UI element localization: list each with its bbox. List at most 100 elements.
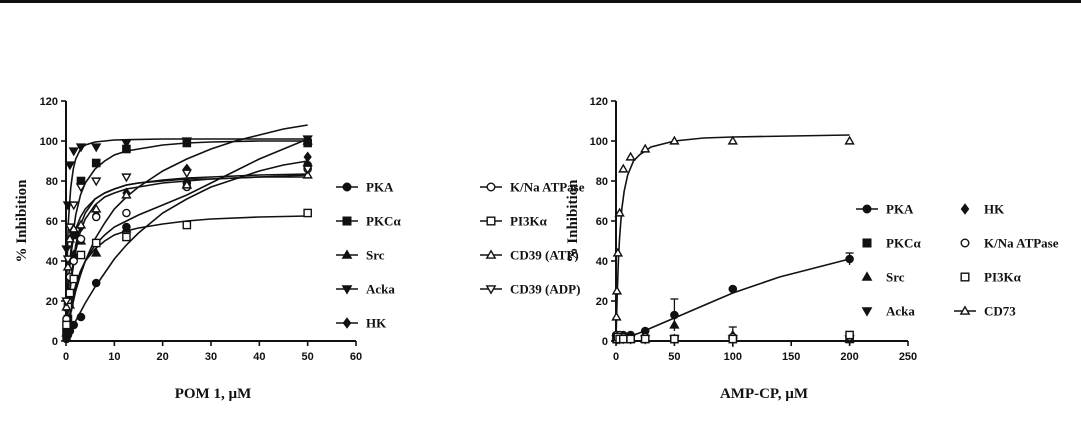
data-point: [625, 151, 636, 161]
data-point: [302, 169, 313, 179]
data-point: [611, 311, 622, 321]
legend-marker: [341, 285, 353, 295]
x-tick-label: 200: [840, 351, 858, 363]
data-point: [181, 169, 193, 179]
legend-label-pkc: PKCα: [886, 236, 921, 251]
legend-label-hk: HK: [366, 316, 387, 331]
series-pi3k: [612, 330, 854, 344]
data-point: [91, 177, 102, 187]
data-point: [64, 161, 76, 171]
legend: PKA PKCα Src Acka HK K/Na ATPase PI3Kα CD39 (AT…: [336, 180, 585, 331]
y-tick-label: 0: [52, 336, 58, 348]
legend-label-pka: PKA: [886, 202, 914, 217]
data-point: [76, 312, 86, 322]
fit-curve-pka: [65, 160, 308, 342]
x-tick-label: 250: [899, 351, 917, 363]
y-tick-label: 80: [46, 176, 58, 188]
data-point: [728, 284, 738, 294]
data-point: [91, 247, 102, 257]
data-point: [845, 254, 854, 264]
data-point: [121, 173, 132, 183]
data-point: [181, 137, 193, 147]
y-tick-label: 120: [590, 96, 608, 108]
data-point: [612, 247, 624, 257]
data-point: [182, 220, 192, 230]
legend-label-k-na-atpase: K/Na ATPase: [984, 236, 1059, 251]
y-tick-label: 40: [46, 256, 58, 268]
y-axis-label: % Inhibition: [565, 179, 581, 263]
legend-label-hk: HK: [984, 202, 1005, 217]
data-point: [626, 334, 635, 344]
data-point: [727, 135, 738, 145]
data-point: [91, 158, 101, 168]
data-point: [62, 261, 74, 271]
data-point: [64, 223, 76, 233]
y-tick-label: 80: [596, 176, 608, 188]
fit-curve-pi3k: [65, 215, 308, 342]
y-tick-label: 20: [46, 296, 58, 308]
fit-curve-k-na-atpase: [65, 174, 308, 342]
data-point: [61, 301, 72, 311]
x-tick-label: 50: [302, 351, 314, 363]
legend-marker: [861, 307, 873, 317]
legend-marker: [342, 317, 352, 329]
data-point: [669, 135, 680, 145]
legend-marker: [486, 182, 496, 192]
data-point: [62, 201, 74, 211]
data-point: [61, 245, 72, 255]
data-point: [64, 233, 76, 243]
series-pi3k: [62, 208, 312, 330]
data-point: [669, 319, 680, 329]
x-tick-label: 20: [157, 351, 169, 363]
legend-marker: [485, 249, 497, 259]
chart-pom1: 0 20 40 60 80 100 120 0 10 20 30 40 50 60 POM 1, µM % I…: [14, 96, 585, 402]
data-point: [75, 219, 87, 229]
data-point: [62, 255, 74, 265]
data-point: [728, 334, 738, 344]
y-tick-label: 0: [602, 336, 608, 348]
legend-marker: [341, 249, 353, 259]
chart-ampcp: 0 20 40 60 80 100 120 0 50 100 150 200 250 AMP-CP, µM…: [565, 96, 1059, 402]
x-tick-label: 50: [668, 351, 680, 363]
legend-marker: [342, 182, 352, 192]
legend-marker: [960, 203, 970, 215]
data-point: [181, 179, 193, 189]
series-cd39-atp: [61, 169, 313, 311]
data-point: [62, 320, 71, 330]
data-point: [91, 143, 102, 153]
data-point: [61, 297, 72, 307]
data-point: [69, 256, 79, 266]
y-tick-label: 20: [596, 296, 608, 308]
x-tick-label: 0: [63, 351, 69, 363]
data-point: [614, 207, 625, 217]
legend-label-cd39-atp: CD39 (ATP): [510, 248, 579, 263]
data-point: [91, 203, 102, 213]
data-point: [76, 250, 86, 260]
legend-label-pka: PKA: [366, 180, 394, 195]
legend-label-cd39-adp: CD39 (ADP): [510, 282, 580, 297]
data-point: [619, 334, 628, 344]
x-tick-label: 150: [782, 351, 800, 363]
legend-marker: [960, 272, 970, 282]
y-tick-label: 40: [596, 256, 608, 268]
legend-marker: [342, 216, 352, 226]
data-point: [68, 201, 79, 211]
data-point: [303, 151, 312, 163]
data-point: [670, 334, 679, 344]
x-tick-label: 10: [108, 351, 120, 363]
legend-marker: [960, 238, 970, 248]
data-point: [618, 163, 629, 173]
legend: PKA PKCα Src Acka HK K/Na ATPase PI3Kα CD73: [856, 202, 1059, 319]
legend-label-src: Src: [886, 270, 905, 285]
data-point: [640, 143, 651, 153]
legend-label-src: Src: [366, 248, 385, 263]
x-tick-label: 100: [724, 351, 742, 363]
data-point: [91, 212, 101, 222]
legend-label-pkc: PKCα: [366, 214, 401, 229]
data-point: [75, 143, 87, 153]
legend-marker: [862, 238, 872, 248]
data-point: [640, 334, 650, 344]
x-tick-label: 0: [613, 351, 619, 363]
